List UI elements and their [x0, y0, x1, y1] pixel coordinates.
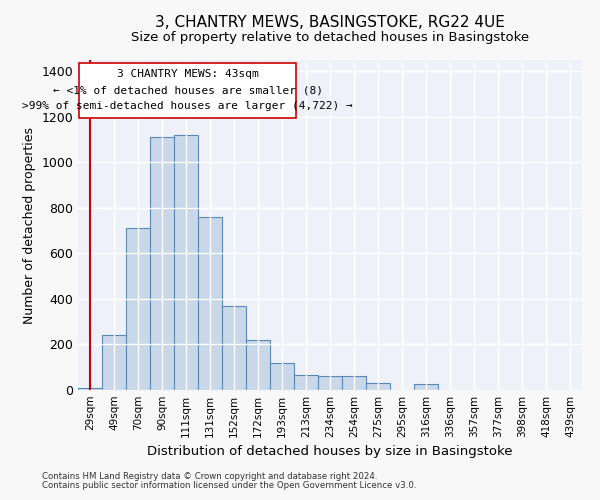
Bar — [150, 138, 174, 390]
FancyBboxPatch shape — [79, 64, 296, 118]
Bar — [414, 384, 438, 390]
Text: ← <1% of detached houses are smaller (8): ← <1% of detached houses are smaller (8) — [53, 85, 323, 95]
Text: Size of property relative to detached houses in Basingstoke: Size of property relative to detached ho… — [131, 31, 529, 44]
X-axis label: Distribution of detached houses by size in Basingstoke: Distribution of detached houses by size … — [147, 446, 513, 458]
Bar — [270, 362, 294, 390]
Text: 3 CHANTRY MEWS: 43sqm: 3 CHANTRY MEWS: 43sqm — [117, 68, 259, 78]
Bar — [342, 376, 366, 390]
Bar — [246, 340, 270, 390]
Bar — [78, 388, 102, 390]
Bar — [102, 336, 126, 390]
Bar — [126, 228, 150, 390]
Bar — [294, 375, 318, 390]
Y-axis label: Number of detached properties: Number of detached properties — [23, 126, 36, 324]
Text: >99% of semi-detached houses are larger (4,722) →: >99% of semi-detached houses are larger … — [22, 101, 353, 111]
Bar — [174, 135, 198, 390]
Bar — [222, 306, 246, 390]
Text: 3, CHANTRY MEWS, BASINGSTOKE, RG22 4UE: 3, CHANTRY MEWS, BASINGSTOKE, RG22 4UE — [155, 15, 505, 30]
Bar — [366, 383, 390, 390]
Text: Contains public sector information licensed under the Open Government Licence v3: Contains public sector information licen… — [42, 480, 416, 490]
Bar — [318, 376, 342, 390]
Bar — [198, 217, 222, 390]
Text: Contains HM Land Registry data © Crown copyright and database right 2024.: Contains HM Land Registry data © Crown c… — [42, 472, 377, 481]
